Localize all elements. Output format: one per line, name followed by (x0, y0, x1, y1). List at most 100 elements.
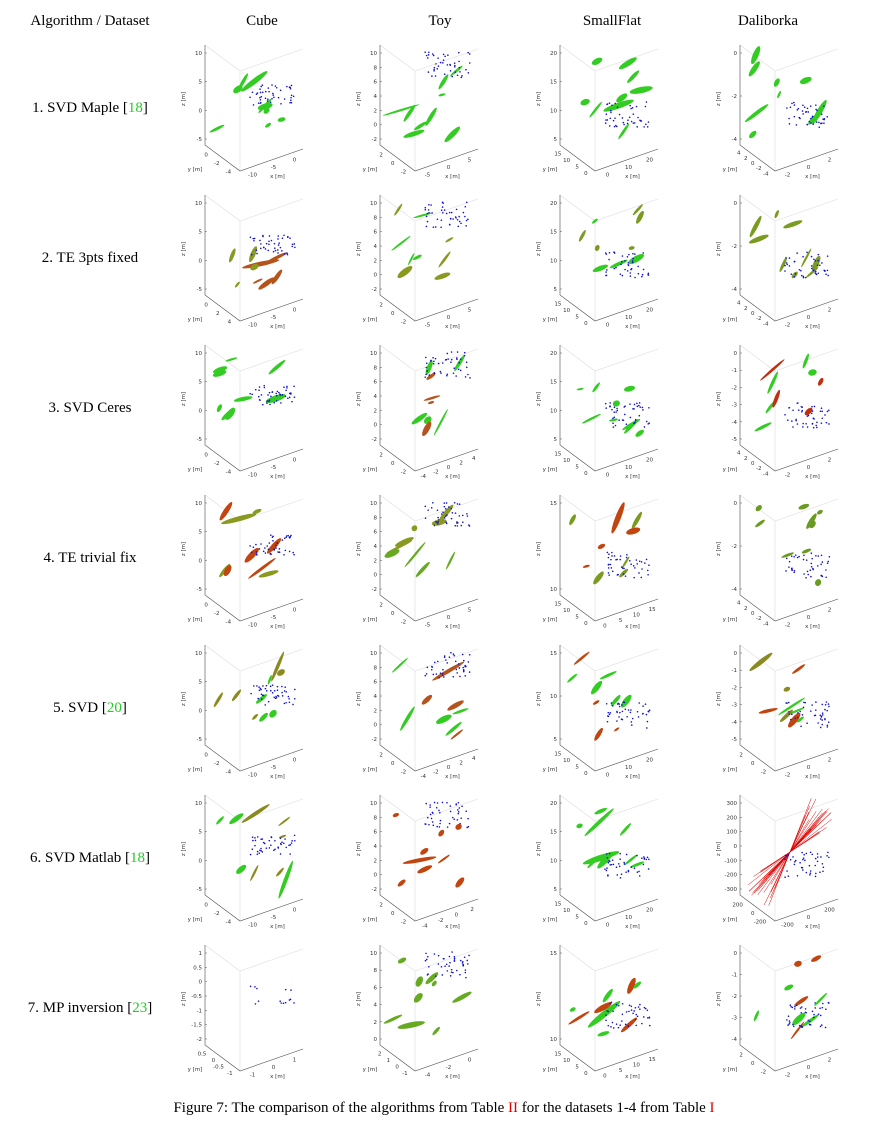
point (793, 104, 796, 106)
point (630, 724, 633, 726)
point (444, 508, 447, 510)
ellipsoid (791, 271, 798, 279)
point (786, 107, 788, 109)
point (285, 701, 287, 704)
z-tick-label: 2 (374, 708, 378, 714)
row-label-text: 2. TE 3pts fixed (42, 250, 139, 266)
y-tick-label: -2 (401, 170, 406, 176)
point (442, 202, 444, 204)
y-tick-label: 0 (751, 911, 755, 917)
y-tick-label: 0 (204, 152, 208, 158)
point (425, 215, 428, 218)
point (424, 206, 427, 209)
point (634, 567, 636, 569)
point (258, 686, 260, 688)
point (828, 1002, 830, 1004)
ellipsoid (594, 244, 600, 251)
point (640, 576, 643, 579)
point (287, 397, 289, 400)
point (265, 242, 268, 245)
point (294, 688, 296, 691)
ellipsoid (394, 203, 403, 216)
point (456, 358, 458, 361)
ellipsoid (450, 729, 464, 740)
point (787, 1024, 789, 1026)
point (285, 691, 288, 693)
point (820, 563, 822, 566)
ellipsoid (627, 977, 636, 994)
point (255, 249, 258, 252)
point (612, 119, 615, 122)
point (448, 965, 450, 967)
z-tick-label: -1 (732, 973, 737, 979)
point (625, 556, 628, 559)
ellipsoid (258, 277, 275, 290)
ellipsoid (811, 99, 827, 124)
ellipsoid (801, 248, 812, 268)
point (467, 218, 469, 221)
z-tick-label: 0 (374, 573, 378, 579)
cite-number: 18 (130, 850, 145, 866)
ellipsoid (792, 1012, 806, 1026)
point (793, 260, 796, 263)
point (802, 706, 805, 709)
point (452, 653, 455, 655)
axis (379, 195, 479, 322)
z-tick-label: 5 (199, 530, 203, 536)
ellipsoid (622, 419, 641, 431)
point (268, 243, 270, 246)
point (249, 392, 251, 395)
point (827, 703, 830, 705)
plot-box (204, 194, 304, 322)
z-tick-label: -5 (197, 437, 203, 443)
point (803, 573, 805, 575)
point (260, 543, 262, 545)
z-tick-label: 8 (374, 65, 378, 71)
point (826, 724, 829, 727)
point (283, 690, 286, 692)
point (785, 570, 787, 572)
point (607, 572, 610, 574)
point (453, 501, 456, 504)
point (437, 954, 440, 957)
x-axis-label: x [m] (445, 924, 460, 930)
point (802, 857, 805, 859)
point (606, 720, 609, 723)
point (465, 201, 468, 204)
point (641, 857, 643, 860)
z-tick-label: 5 (199, 80, 203, 86)
point (629, 711, 632, 714)
point (825, 273, 827, 276)
point (291, 245, 294, 248)
point (432, 356, 434, 359)
point (425, 225, 428, 228)
point (822, 870, 824, 873)
point (607, 861, 610, 864)
row-label-text: 1. SVD Maple (32, 100, 119, 116)
point (431, 821, 434, 823)
point (462, 211, 465, 214)
point (606, 867, 608, 869)
point (619, 1024, 621, 1027)
point (646, 569, 649, 572)
point (639, 1008, 641, 1010)
ellipsoid (597, 543, 606, 550)
axis (204, 945, 304, 1072)
point (625, 853, 628, 856)
point (465, 361, 468, 364)
point (256, 92, 259, 94)
point (264, 704, 267, 706)
z-tick-label: 6 (374, 230, 378, 236)
x-tick-label: 2 (828, 458, 832, 464)
z-tick-label: 6 (374, 80, 378, 86)
plot-box (739, 494, 839, 622)
point (428, 374, 431, 376)
point (265, 684, 268, 687)
point (790, 273, 793, 275)
ellipsoid (580, 98, 590, 106)
point (623, 861, 625, 864)
axis (739, 495, 839, 622)
point (270, 534, 272, 536)
z-tick-label: 6 (374, 530, 378, 536)
x-tick-label: 0 (603, 1073, 607, 1079)
